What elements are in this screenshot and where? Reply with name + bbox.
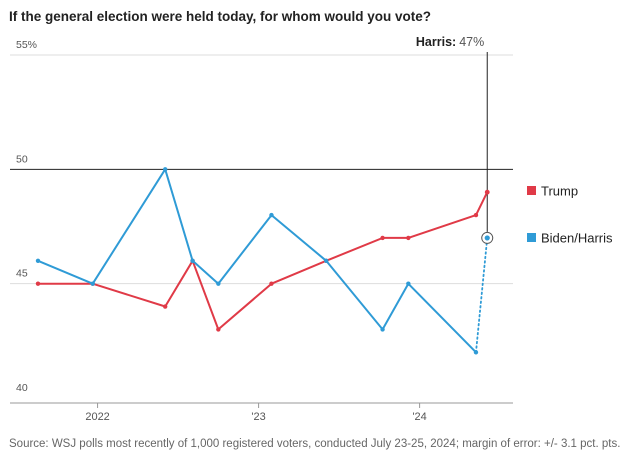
trump-line [38, 191, 489, 331]
trump-point [380, 235, 385, 241]
legend-swatch-biden-harris [527, 233, 536, 242]
axis-layer: 55% 50 45 40 2022 '23 '24 [10, 39, 513, 423]
biden-harris-point [216, 281, 221, 286]
harris-final-point [484, 235, 490, 241]
legend: Trump Biden/Harris [527, 184, 613, 246]
source-note: Source: WSJ polls most recently of 1,000… [9, 438, 621, 450]
trump-point [406, 235, 411, 241]
legend-swatch-trump [527, 186, 536, 195]
trump-point [35, 281, 41, 286]
x-tick-label-'23: '23 [251, 411, 265, 423]
trump-final-point [484, 189, 490, 195]
y-tick-label-45: 45 [16, 268, 28, 280]
y-tick-label-55: 55% [16, 39, 37, 51]
biden-harris-line [37, 168, 477, 354]
biden-harris-point [406, 281, 411, 286]
chart-title: If the general election were held today,… [9, 9, 432, 24]
biden-harris-point [35, 258, 41, 263]
legend-label-biden-harris: Biden/Harris [541, 231, 613, 246]
biden-harris-point [163, 167, 168, 172]
callout-layer: Harris: 47% [416, 35, 494, 244]
y-tick-label-50: 50 [16, 153, 28, 165]
biden-harris-point [90, 281, 95, 286]
trump-point [163, 304, 168, 309]
trump-point [216, 327, 221, 332]
legend-label-trump: Trump [541, 184, 578, 199]
biden-harris-point [380, 327, 385, 332]
trump-point [473, 212, 479, 218]
trump-point [269, 281, 274, 286]
biden-harris-point [324, 258, 329, 263]
callout-value: 47% [459, 35, 484, 49]
biden-harris-point [269, 212, 274, 218]
x-tick-label-2022: 2022 [85, 411, 109, 423]
x-tick-label-'24: '24 [412, 411, 426, 423]
biden-harris-point [190, 258, 195, 263]
series-layer [35, 167, 490, 355]
callout-label: Harris: 47% [416, 35, 484, 49]
callout-name: Harris: [416, 35, 456, 49]
y-tick-label-40: 40 [16, 382, 28, 394]
biden-harris-dotted-segment [475, 237, 489, 354]
